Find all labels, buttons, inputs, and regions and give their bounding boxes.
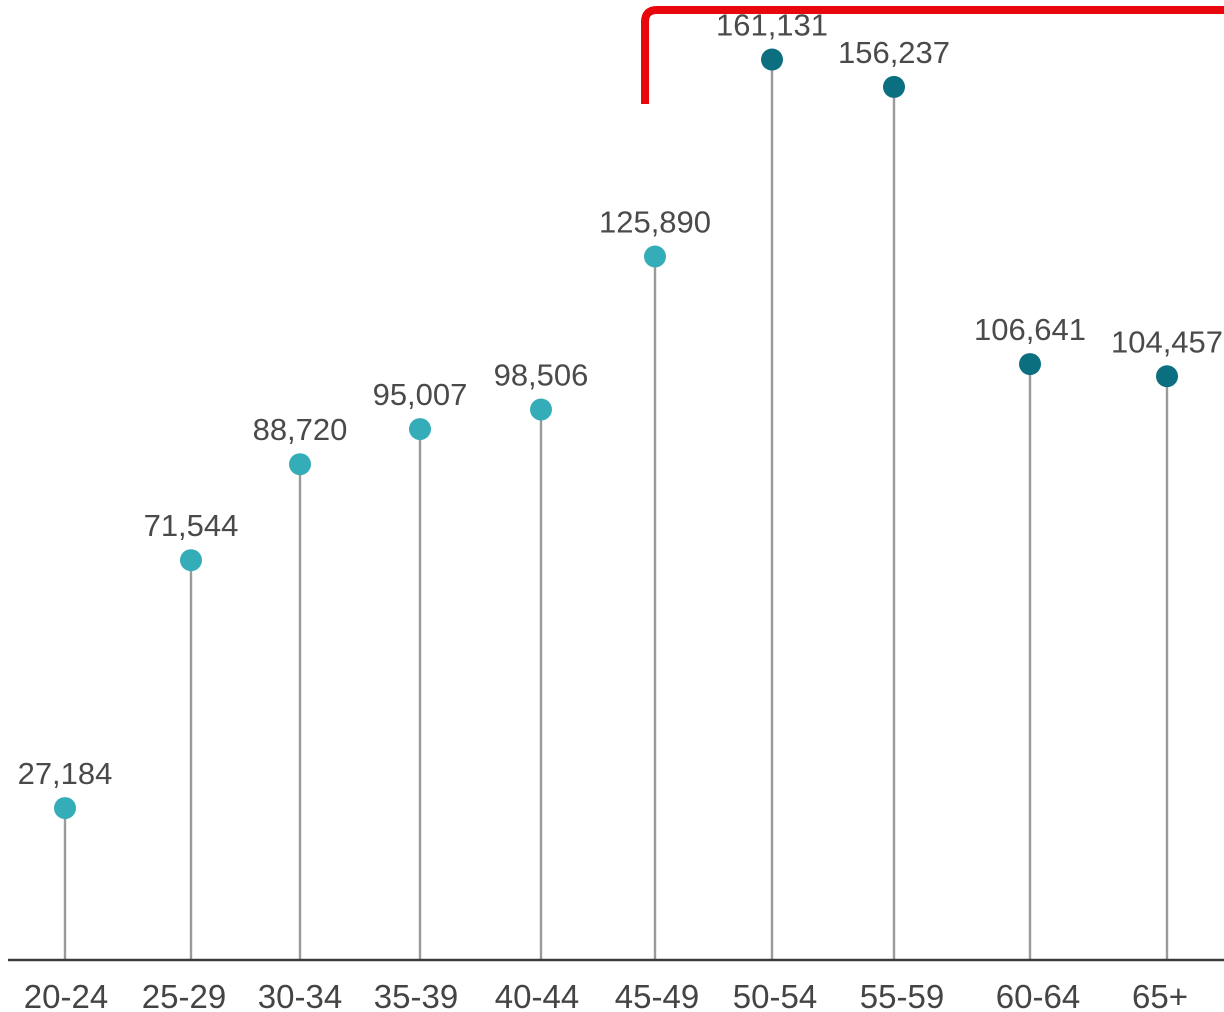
x-tick-label-20-24: 20-24 xyxy=(24,978,108,1012)
x-tick-label-65+: 65+ xyxy=(1132,978,1188,1012)
markers-layer xyxy=(54,48,1178,820)
data-label-60-64: 106,641 xyxy=(974,312,1086,347)
x-tick-label-60-64: 60-64 xyxy=(996,978,1080,1012)
data-label-45-49: 125,890 xyxy=(599,204,711,239)
data-label-40-44: 98,506 xyxy=(494,358,589,393)
marker-60-64 xyxy=(1019,353,1041,376)
marker-35-39 xyxy=(409,418,431,441)
marker-45-49 xyxy=(644,245,666,268)
data-label-30-34: 88,720 xyxy=(253,412,348,447)
marker-65+ xyxy=(1156,365,1178,388)
data-label-65+: 104,457 xyxy=(1111,324,1223,359)
data-label-35-39: 95,007 xyxy=(373,377,468,412)
data-label-20-24: 27,184 xyxy=(18,756,113,791)
marker-50-54 xyxy=(761,48,783,71)
x-tick-labels-layer: 20-24 25-29 30-34 35-39 40-44 45-49 50-54 55-59… xyxy=(24,978,1188,1012)
marker-30-34 xyxy=(289,453,311,476)
marker-40-44 xyxy=(530,398,552,421)
data-label-50-54: 161,131 xyxy=(716,8,828,43)
marker-25-29 xyxy=(180,549,202,572)
x-tick-label-40-44: 40-44 xyxy=(495,978,579,1012)
data-labels-layer: 27,184 71,544 88,720 95,007 98,506 125,890 161… xyxy=(18,8,1223,792)
x-tick-label-50-54: 50-54 xyxy=(733,978,817,1012)
x-tick-label-45-49: 45-49 xyxy=(615,978,699,1012)
x-tick-label-30-34: 30-34 xyxy=(258,978,342,1012)
x-tick-label-25-29: 25-29 xyxy=(142,978,226,1012)
data-label-25-29: 71,544 xyxy=(144,508,239,543)
marker-20-24 xyxy=(54,797,76,820)
x-tick-label-35-39: 35-39 xyxy=(374,978,458,1012)
x-tick-label-55-59: 55-59 xyxy=(860,978,944,1012)
data-label-55-59: 156,237 xyxy=(838,35,950,70)
marker-55-59 xyxy=(883,75,905,98)
stems-layer xyxy=(63,59,1169,960)
highlight-bracket xyxy=(641,6,1224,104)
